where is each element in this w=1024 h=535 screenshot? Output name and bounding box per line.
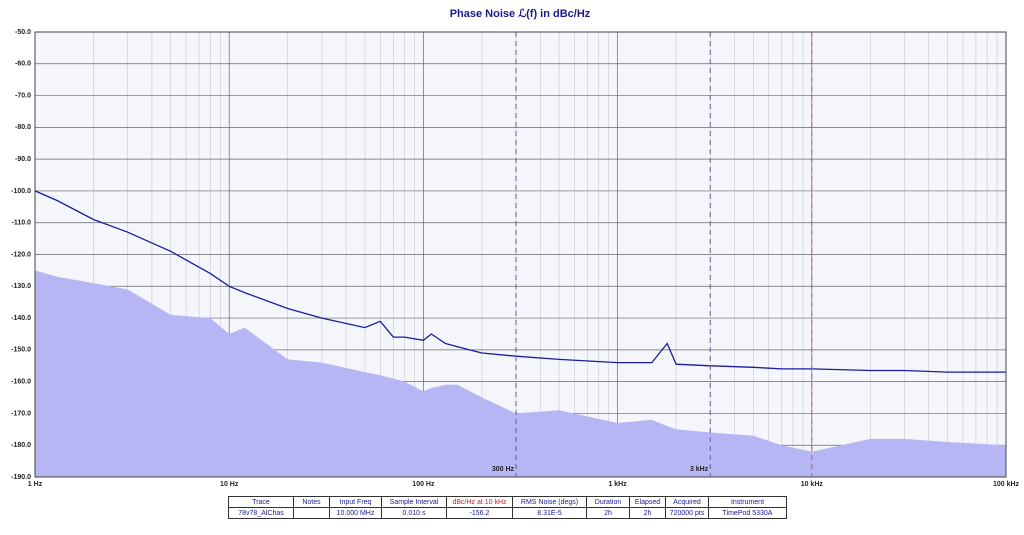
table-cell: -156.2 (446, 507, 513, 519)
y-tick-label: -120.0 (11, 251, 31, 258)
y-tick-label: -100.0 (11, 188, 31, 195)
traces (34, 190, 1006, 477)
table-cell: TimePod 5330A (708, 507, 787, 519)
y-tick-label: -140.0 (11, 315, 31, 322)
y-tick-label: -110.0 (12, 220, 32, 227)
x-tick-label: 10 kHz (801, 481, 824, 488)
y-tick-label: -130.0 (11, 283, 31, 290)
table-header: Elapsed (629, 496, 666, 508)
noise-floor-area (35, 270, 1006, 477)
y-tick-label: -70.0 (15, 92, 31, 99)
y-tick-label: -170.0 (11, 410, 31, 417)
table-cell: 2h (586, 507, 630, 519)
table-cell: 2h (629, 507, 666, 519)
x-tick-label: 1 kHz (608, 481, 627, 488)
y-tick-label: -150.0 (11, 347, 31, 354)
y-tick-label: -60.0 (15, 61, 31, 68)
table-header: RMS Noise (degs) (512, 496, 587, 508)
table-header: Instrument (708, 496, 787, 508)
table-header: Acquired (665, 496, 709, 508)
x-tick-label: 100 kHz (993, 481, 1020, 488)
summary-table: Trace Notes Input Freq Sample Interval dBc/H… (228, 496, 787, 519)
y-tick-label: -160.0 (11, 378, 31, 385)
table-cell: 10.000 MHz (329, 507, 382, 519)
x-tick-label: 100 Hz (412, 481, 435, 488)
y-tick-label: -50.0 (15, 29, 31, 36)
chart-title: Phase Noise ℒ(f) in dBc/Hz (450, 8, 591, 20)
table-header: Notes (293, 496, 330, 508)
table-cell: 0.010 s (381, 507, 447, 519)
table-header: dBc/Hz at 10 kHz (446, 496, 513, 508)
table-cell: 78v78_AlChas (228, 507, 294, 519)
x-tick-label: 1 Hz (28, 481, 43, 488)
table-cell: 720000 pts (665, 507, 709, 519)
marker-label: 300 Hz (492, 466, 515, 473)
y-tick-label: -190.0 (11, 474, 31, 481)
trace-line (34, 190, 1006, 373)
y-tick-label: -80.0 (15, 124, 31, 131)
table-cell: 8.31E-5 (512, 507, 587, 519)
table-header: Trace (228, 496, 294, 508)
x-tick-label: 10 Hz (220, 481, 239, 488)
y-tick-label: -90.0 (15, 156, 31, 163)
plot-frame (34, 31, 1007, 478)
table-header: Duration (586, 496, 630, 508)
marker-label: 3 kHz (690, 466, 709, 473)
table-header: Sample Interval (381, 496, 447, 508)
table-cell (293, 507, 330, 519)
y-tick-label: -180.0 (11, 442, 31, 449)
table-header: Input Freq (329, 496, 382, 508)
